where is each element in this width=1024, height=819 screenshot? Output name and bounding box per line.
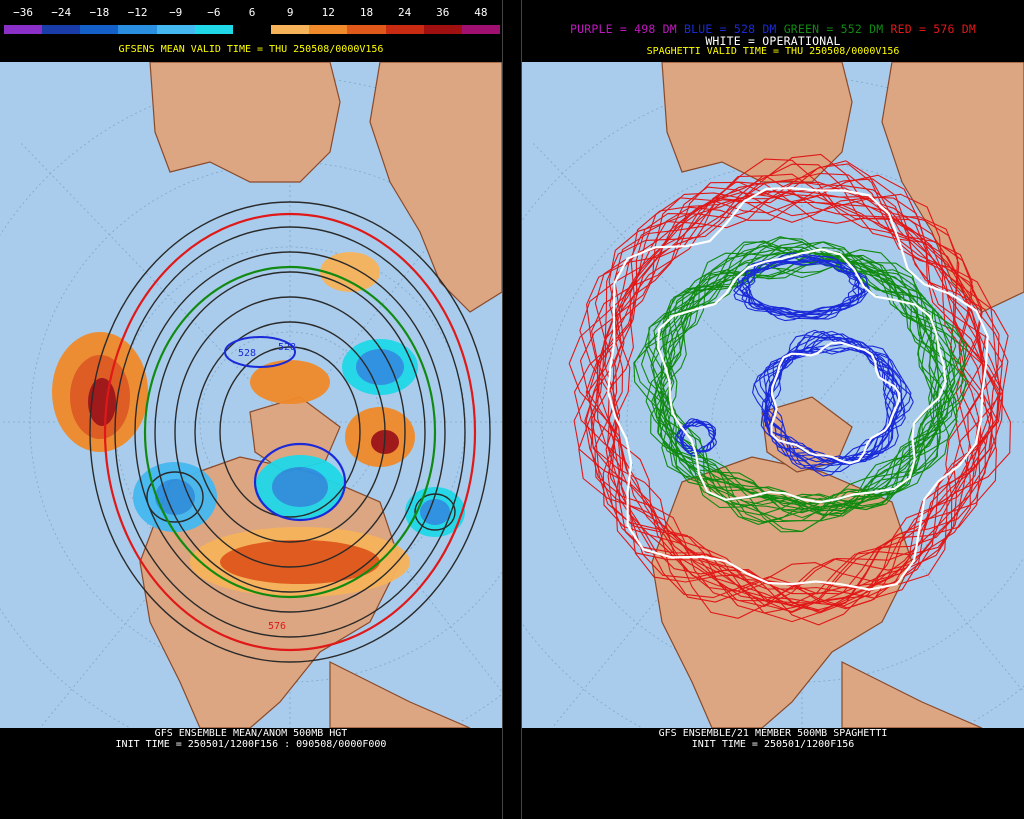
scale-label: 48 <box>474 6 488 19</box>
scale-swatch <box>271 25 310 34</box>
asia-landmass <box>369 62 502 313</box>
spaghetti-line <box>764 347 900 463</box>
contour-552 <box>143 265 437 599</box>
south-america-landmass <box>329 661 471 728</box>
spaghetti-line <box>645 245 958 533</box>
ensemble-mean-panel: −36 −24 −18 −12 −9 −6 6 9 12 18 24 36 48 GFSENS MEAN… <box>0 0 502 819</box>
spaghetti-line <box>585 181 980 605</box>
scale-swatch <box>80 25 119 34</box>
scale-label: −18 <box>89 6 110 19</box>
spaghetti-line <box>598 180 1000 599</box>
spaghetti-line <box>590 197 994 613</box>
scale-label: −12 <box>127 6 148 19</box>
panel-divider <box>502 0 522 819</box>
scale-swatch <box>156 25 195 34</box>
legend-blue: BLUE = 528 DM <box>683 22 777 36</box>
scale-labels: −36 −24 −18 −12 −9 −6 6 9 12 18 24 36 48 <box>4 6 500 22</box>
spaghetti-line <box>660 245 938 511</box>
spaghetti-line <box>733 260 866 316</box>
contour-576 <box>103 212 477 652</box>
spaghetti-line <box>568 173 1009 592</box>
scale-swatch <box>118 25 157 34</box>
spaghetti-line <box>586 172 1001 595</box>
spaghetti-line <box>591 163 986 603</box>
spaghetti-line <box>675 418 717 457</box>
eurasia-landmass <box>149 62 341 183</box>
scale-swatch <box>347 25 386 34</box>
contour-528-south <box>253 442 347 522</box>
legend-white: WHITE = OPERATIONAL <box>705 34 841 48</box>
spaghetti-line <box>650 250 966 511</box>
spaghetti-line <box>605 160 999 626</box>
scale-swatch <box>4 25 43 34</box>
scale-swatch <box>309 25 348 34</box>
spaghetti-legend: PURPLE = 498 DM BLUE = 528 DM GREEN = 55… <box>522 22 1024 36</box>
spaghetti-line <box>653 258 958 514</box>
contour-label-528-a: 528 <box>238 348 256 359</box>
scale-label: 9 <box>286 6 294 19</box>
spaghetti-line <box>607 190 984 607</box>
spaghetti-line <box>733 259 870 319</box>
land-masses <box>651 62 1024 728</box>
spaghetti-line <box>676 418 717 455</box>
spaghetti-line <box>588 190 997 614</box>
left-bottom-title: GFS ENSEMBLE MEAN/ANOM 500MB HGT <box>154 728 348 739</box>
contour-label-528-b: 528 <box>278 342 296 353</box>
spaghetti-line <box>656 248 947 504</box>
left-init-time: INIT TIME = 250501/1200F156 : 090508/000… <box>115 739 387 750</box>
spaghetti-map-svg <box>522 62 1024 728</box>
scale-label: 6 <box>248 6 256 19</box>
scale-swatch <box>461 25 501 34</box>
spaghetti-line <box>633 237 965 516</box>
contour-528-north <box>224 336 296 368</box>
right-bottom-title: GFS ENSEMBLE/21 MEMBER 500MB SPAGHETTI <box>658 728 888 739</box>
legend-red: RED = 576 DM <box>890 22 977 36</box>
legend-green: GREEN = 552 DM <box>783 22 884 36</box>
mean-anomaly-map: 528 528 576 <box>0 62 502 728</box>
scale-label: 24 <box>397 6 412 19</box>
spaghetti-line <box>681 424 713 452</box>
scale-swatch <box>423 25 462 34</box>
scale-label: 36 <box>436 6 450 19</box>
anomaly-color-scale: −36 −24 −18 −12 −9 −6 6 9 12 18 24 36 48 <box>4 6 501 34</box>
scale-label: 12 <box>321 6 335 19</box>
spaghetti-contours <box>568 153 1011 626</box>
spaghetti-line <box>584 174 1011 623</box>
spaghetti-line <box>650 255 967 517</box>
scale-swatch <box>385 25 424 34</box>
spaghetti-line <box>744 259 866 314</box>
scale-label: −36 <box>13 6 33 19</box>
right-init-time: INIT TIME = 250501/1200F156 <box>691 739 855 750</box>
scale-swatches <box>4 25 501 34</box>
scale-label: −24 <box>51 6 72 19</box>
spaghetti-line <box>594 163 1004 611</box>
scale-label: 18 <box>359 6 374 19</box>
spaghetti-map <box>522 62 1024 728</box>
scale-swatch <box>194 25 233 34</box>
left-valid-time-title: GFSENS MEAN VALID TIME = THU 250508/0000… <box>118 44 384 55</box>
spaghetti-line <box>585 175 983 601</box>
right-valid-time-title: SPAGHETTI VALID TIME = THU 250508/0000V1… <box>646 46 900 57</box>
scale-label: −6 <box>207 6 221 19</box>
mean-anomaly-map-svg: 528 528 576 <box>0 62 502 728</box>
contour-label-576: 576 <box>268 621 286 632</box>
height-contours <box>89 201 491 663</box>
spaghetti-panel: PURPLE = 498 DM BLUE = 528 DM GREEN = 55… <box>522 0 1024 819</box>
spaghetti-line <box>653 247 969 515</box>
legend-purple: PURPLE = 498 DM <box>569 22 677 36</box>
scale-label: −9 <box>169 6 183 19</box>
spaghetti-line <box>607 186 989 591</box>
scale-swatch <box>42 25 81 34</box>
spaghetti-line <box>770 341 901 465</box>
scale-swatch <box>232 25 272 34</box>
spaghetti-line <box>590 192 984 604</box>
